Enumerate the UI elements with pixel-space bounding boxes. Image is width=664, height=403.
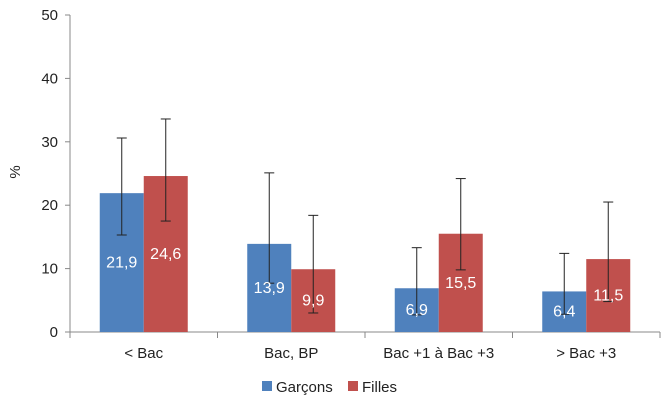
legend-label-filles: Filles (362, 379, 397, 396)
y-tick-label: 0 (50, 324, 58, 341)
data-label: 11,5 (593, 288, 623, 305)
y-axis: 0 10 20 30 40 50 (41, 7, 71, 341)
bars (99, 176, 631, 332)
x-tick-label: > Bac +3 (556, 345, 616, 362)
x-tick-label: Bac, BP (264, 345, 318, 362)
x-tick-label: < Bac (124, 345, 163, 362)
data-label: 6,9 (406, 302, 428, 319)
y-tick-label: 30 (41, 134, 58, 151)
data-label: 9,9 (302, 293, 324, 310)
data-labels: 21,9 24,6 13,9 9,9 6,9 15,5 6,4 11,5 (106, 246, 623, 321)
y-tick-label: 10 (41, 261, 58, 278)
x-tick-label: Bac +1 à Bac +3 (383, 345, 494, 362)
data-label: 13,9 (254, 280, 285, 297)
y-tick-label: 40 (41, 70, 58, 87)
data-label: 15,5 (445, 275, 476, 292)
legend-label-garcons: Garçons (276, 379, 333, 396)
data-label: 21,9 (106, 255, 137, 272)
y-tick-label: 50 (41, 7, 58, 24)
error-bars (116, 118, 614, 316)
y-axis-title: % (7, 165, 24, 178)
data-label: 24,6 (150, 246, 181, 263)
x-axis: < Bac Bac, BP Bac +1 à Bac +3 > Bac +3 (69, 331, 661, 362)
legend-swatch-filles (348, 381, 358, 391)
data-label: 6,4 (553, 304, 575, 321)
legend: Garçons Filles (262, 379, 397, 396)
legend-swatch-garcons (262, 381, 272, 391)
y-tick-label: 20 (41, 197, 58, 214)
